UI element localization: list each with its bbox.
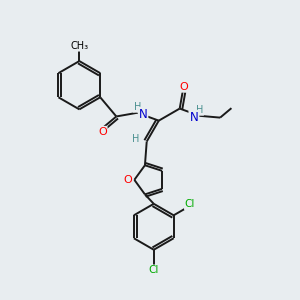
Text: O: O: [124, 175, 132, 185]
Text: N: N: [189, 111, 198, 124]
Text: Cl: Cl: [185, 199, 195, 209]
Text: H: H: [196, 105, 203, 115]
Text: N: N: [139, 108, 147, 121]
Text: H: H: [134, 102, 141, 112]
Text: CH₃: CH₃: [70, 41, 88, 51]
Text: Cl: Cl: [148, 266, 159, 275]
Text: H: H: [132, 134, 139, 144]
Text: O: O: [179, 82, 188, 92]
Text: O: O: [98, 127, 107, 137]
